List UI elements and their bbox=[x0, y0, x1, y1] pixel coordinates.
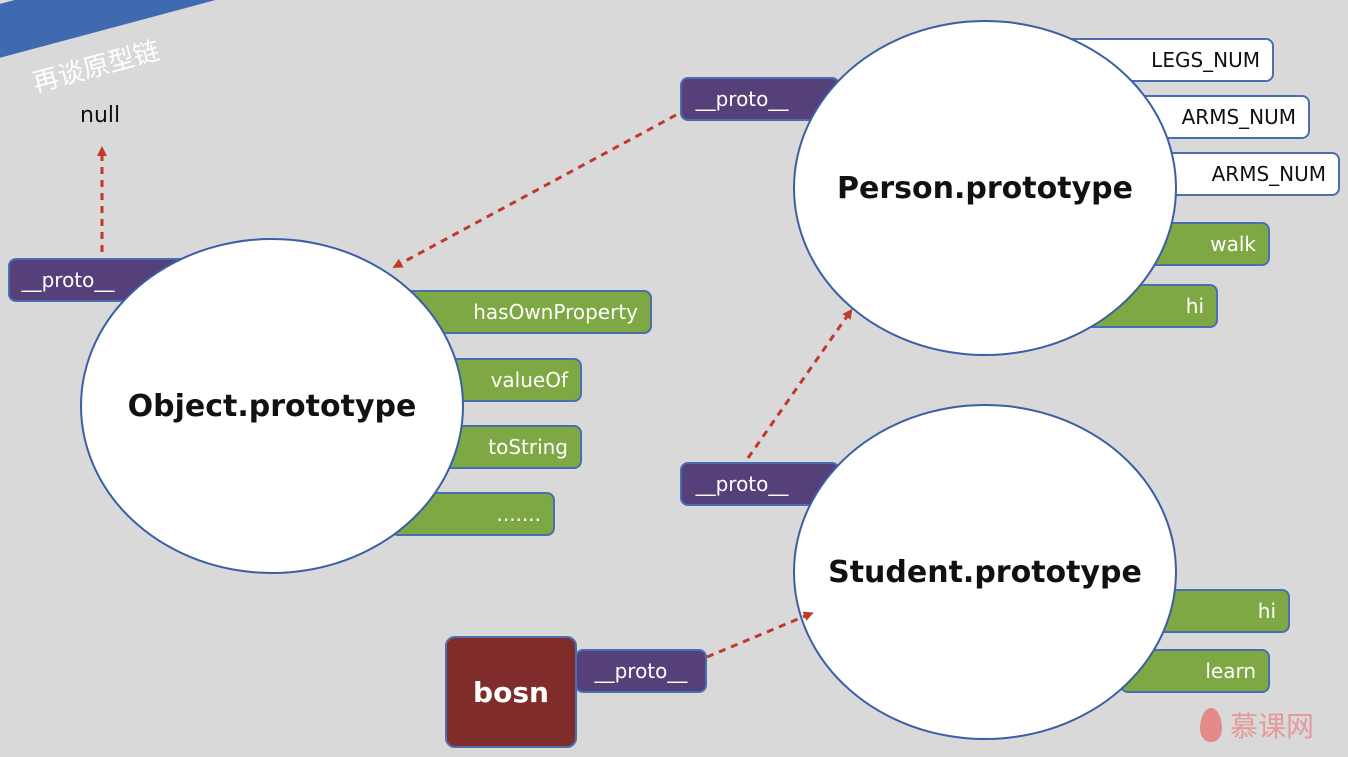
flame-logo-icon bbox=[1200, 708, 1222, 742]
watermark-text: 慕课网 bbox=[1230, 705, 1314, 745]
arrow-bosn-to-student bbox=[707, 614, 810, 657]
arrow-student-to-person bbox=[748, 312, 850, 458]
watermark: 慕课网 bbox=[1200, 705, 1314, 745]
arrow-person-to-object bbox=[396, 115, 676, 266]
